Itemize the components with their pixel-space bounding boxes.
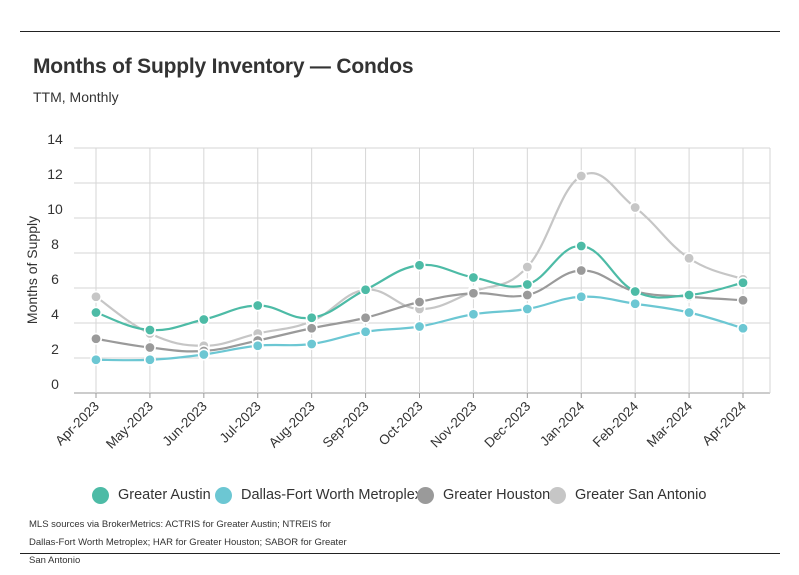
data-point: [521, 302, 534, 315]
data-point: [413, 295, 426, 308]
source-note: MLS sources via BrokerMetrics: ACTRIS fo…: [29, 519, 347, 566]
data-point: [359, 311, 372, 324]
legend-label: Greater San Antonio: [575, 487, 707, 503]
data-point: [359, 283, 372, 296]
x-tick-label: Nov-2023: [428, 399, 480, 451]
data-point: [305, 311, 318, 324]
data-point: [575, 264, 588, 277]
data-point: [90, 306, 103, 319]
data-point: [143, 341, 156, 354]
chart-subtitle: TTM, Monthly: [33, 89, 119, 105]
chart-title: Months of Supply Inventory — Condos: [33, 55, 414, 78]
legend-label: Greater Houston: [443, 487, 551, 503]
data-point: [467, 271, 480, 284]
series-greater-austin: [90, 240, 749, 336]
data-point: [467, 308, 480, 321]
legend-swatch: [417, 486, 434, 504]
legend-item: Greater Austin: [92, 484, 211, 506]
line-chart: 0 2 4 6 8 10 12 14 Apr-2023 May-2023 Jun-2023 Jul-2…: [24, 131, 771, 452]
data-point: [629, 201, 642, 214]
series-dallas-fort-worth-metroplex: [90, 290, 749, 366]
x-tick-label: Aug-2023: [266, 399, 318, 451]
legend-item: Greater San Antonio: [549, 484, 706, 506]
legend-label: Dallas-Fort Worth Metroplex: [241, 487, 423, 503]
data-point: [575, 240, 588, 253]
x-tick-label: Mar-2024: [644, 398, 696, 450]
data-point: [629, 285, 642, 298]
y-tick-label: 2: [51, 341, 59, 357]
data-point: [521, 288, 534, 301]
y-tick-label: 6: [51, 271, 59, 287]
data-point: [251, 299, 264, 312]
legend-item: Greater Houston: [417, 484, 550, 506]
data-point: [683, 306, 696, 319]
data-point: [359, 325, 372, 338]
x-tick-label: Sep-2023: [320, 399, 372, 451]
x-tick-label: Oct-2023: [376, 399, 426, 449]
data-point: [736, 322, 749, 335]
data-point: [521, 278, 534, 291]
y-tick-label: 8: [51, 236, 59, 252]
series-lines: [90, 170, 749, 366]
top-rule: [20, 31, 780, 32]
data-point: [413, 320, 426, 333]
x-tick-label: Jan-2024: [537, 398, 588, 449]
y-tick-label: 4: [51, 306, 59, 322]
data-point: [305, 337, 318, 350]
y-tick-label: 14: [47, 131, 63, 147]
data-point: [90, 290, 103, 303]
data-point: [305, 322, 318, 335]
y-tick-label: 10: [47, 201, 63, 217]
data-point: [251, 339, 264, 352]
legend-swatch: [549, 486, 566, 504]
x-tick-label: Apr-2023: [52, 399, 102, 449]
legend-item: Dallas-Fort Worth Metroplex: [215, 484, 422, 506]
data-point: [575, 290, 588, 303]
x-tick-label: Jun-2023: [160, 399, 210, 449]
data-point: [629, 297, 642, 310]
data-point: [683, 252, 696, 265]
data-point: [683, 288, 696, 301]
x-tick-label: Feb-2024: [590, 398, 642, 450]
data-point: [736, 294, 749, 307]
bottom-rule: [20, 553, 780, 554]
legend-swatch: [215, 486, 232, 504]
data-point: [521, 260, 534, 273]
data-point: [413, 259, 426, 272]
data-point: [197, 313, 210, 326]
x-tick-label: Apr-2024: [699, 398, 749, 448]
data-point: [575, 170, 588, 183]
x-tick-label: May-2023: [103, 399, 156, 452]
data-point: [197, 348, 210, 361]
data-point: [143, 353, 156, 366]
legend-label: Greater Austin: [118, 487, 211, 503]
y-axis-label: Months of Supply: [24, 216, 40, 324]
data-point: [90, 353, 103, 366]
data-point: [736, 276, 749, 289]
axes: 0 2 4 6 8 10 12 14 Apr-2023 May-2023 Jun-2023 Jul-2…: [47, 131, 749, 452]
data-point: [90, 332, 103, 345]
y-tick-label: 12: [47, 166, 63, 182]
chart-legend: Greater Austin Dallas-Fort Worth Metrople…: [0, 484, 799, 506]
legend-swatch: [92, 486, 109, 504]
data-point: [143, 323, 156, 336]
data-point: [467, 287, 480, 300]
y-tick-label: 0: [51, 376, 59, 392]
x-tick-label: Jul-2023: [217, 399, 264, 446]
x-tick-label: Dec-2023: [481, 399, 533, 451]
